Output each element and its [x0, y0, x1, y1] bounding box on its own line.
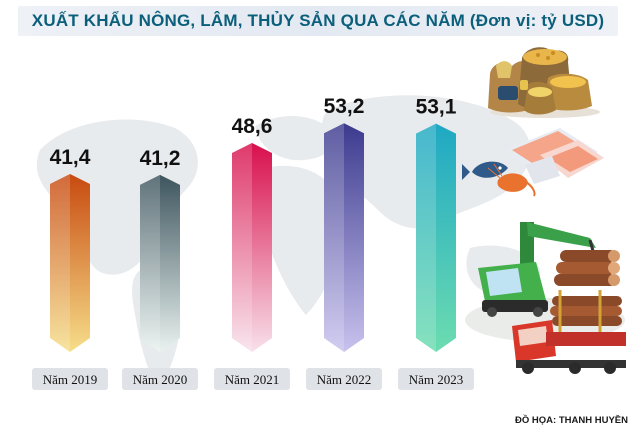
bar-highlight-4	[324, 123, 344, 353]
bar-value-label: 48,6	[232, 115, 273, 138]
bar-4	[324, 123, 364, 353]
category-pill	[306, 368, 382, 390]
title-banner: XUẤT KHẨU NÔNG, LÂM, THỦY SẢN QUA CÁC NĂ…	[18, 6, 618, 36]
bar-2	[140, 174, 180, 352]
category-pill	[122, 368, 198, 390]
category-label: Năm 2023	[409, 372, 464, 387]
category-label: Năm 2019	[43, 372, 98, 387]
category-label: Năm 2020	[133, 372, 188, 387]
graphic-credit: ĐỒ HỌA: THANH HUYỀN	[515, 415, 628, 426]
bar-highlight-2	[140, 174, 160, 352]
bar-3	[232, 143, 272, 352]
bar-value-label: 53,1	[416, 96, 457, 119]
bar-value-label: 53,2	[324, 95, 365, 118]
category-label: Năm 2022	[317, 372, 372, 387]
category-pill	[398, 368, 474, 390]
seafood-icon	[462, 128, 604, 197]
bar-value-label: 41,2	[140, 147, 181, 170]
world-map-background	[36, 95, 541, 390]
bar-highlight-5	[416, 123, 436, 352]
category-pill	[214, 368, 290, 390]
bar-5	[416, 123, 456, 352]
chart-title: XUẤT KHẨU NÔNG, LÂM, THỦY SẢN QUA CÁC NĂ…	[31, 11, 605, 30]
category-label: Năm 2021	[225, 372, 280, 387]
category-pill	[32, 368, 108, 390]
bar-value-label: 41,4	[50, 146, 91, 169]
bars-layer: 41,4 Năm 2019 41,2 Năm 2020 48,6 Năm 2021 53,2…	[32, 95, 474, 390]
bar-highlight-3	[232, 143, 252, 352]
bar-1	[50, 173, 90, 352]
grain-sacks-icon	[488, 47, 600, 118]
bar-highlight-1	[50, 173, 70, 352]
timber-crane-icon	[465, 222, 626, 374]
